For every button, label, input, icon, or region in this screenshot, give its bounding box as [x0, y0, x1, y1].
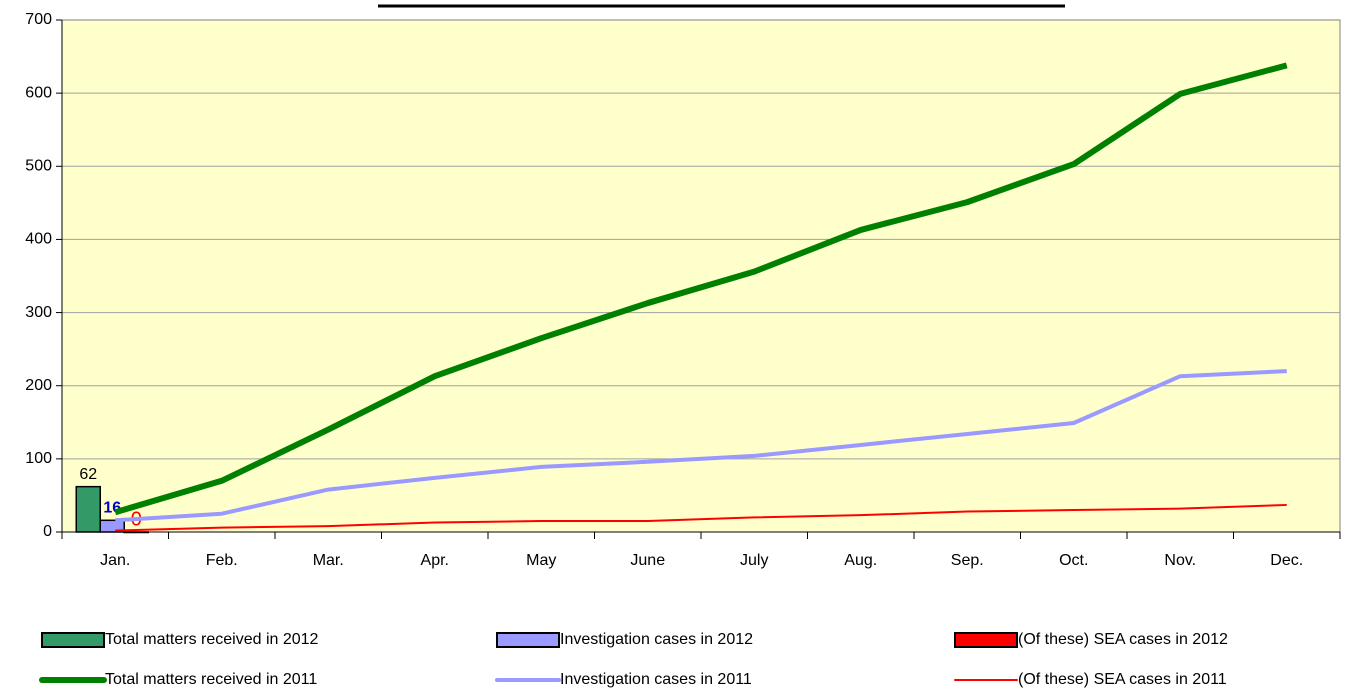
- y-tick-label: 500: [25, 158, 52, 175]
- legend-swatch: [41, 632, 105, 648]
- bar: [75, 485, 101, 533]
- line: [114, 62, 1288, 516]
- legend-label: Investigation cases in 2011: [560, 671, 752, 688]
- legend-swatch: [496, 632, 560, 648]
- x-tick-label: May: [526, 552, 556, 569]
- x-tick-label: Aug.: [844, 552, 877, 569]
- x-tick-label: July: [740, 552, 768, 569]
- x-tick-label: Mar.: [313, 552, 344, 569]
- legend-label: (Of these) SEA cases in 2011: [1018, 671, 1227, 688]
- bar: [99, 519, 125, 533]
- bar: [123, 531, 149, 534]
- legend-label: Investigation cases in 2012: [560, 631, 753, 648]
- x-tick-label: Apr.: [421, 552, 449, 569]
- x-tick-label: Jan.: [100, 552, 130, 569]
- legend-swatch: [954, 632, 1018, 648]
- legend-label: Total matters received in 2012: [105, 631, 319, 648]
- data-label: 62: [79, 466, 97, 483]
- y-tick-label: 200: [25, 377, 52, 394]
- y-tick-label: 700: [25, 11, 52, 28]
- x-tick-label: June: [630, 552, 665, 569]
- plot-area: [61, 19, 1341, 533]
- y-tick-label: 300: [25, 304, 52, 321]
- x-tick-label: Sep.: [951, 552, 984, 569]
- y-tick-label: 400: [25, 231, 52, 248]
- x-tick-label: Feb.: [206, 552, 238, 569]
- x-tick-label: Nov.: [1164, 552, 1196, 569]
- y-tick-label: 600: [25, 84, 52, 101]
- y-tick-label: 100: [25, 450, 52, 467]
- x-tick-label: Oct.: [1059, 552, 1088, 569]
- legend-label: Total matters received in 2011: [105, 671, 317, 688]
- legend-label: (Of these) SEA cases in 2012: [1018, 631, 1228, 648]
- line: [115, 503, 1287, 532]
- y-tick-label: 0: [43, 523, 52, 540]
- x-tick-label: Dec.: [1270, 552, 1303, 569]
- line: [115, 369, 1287, 523]
